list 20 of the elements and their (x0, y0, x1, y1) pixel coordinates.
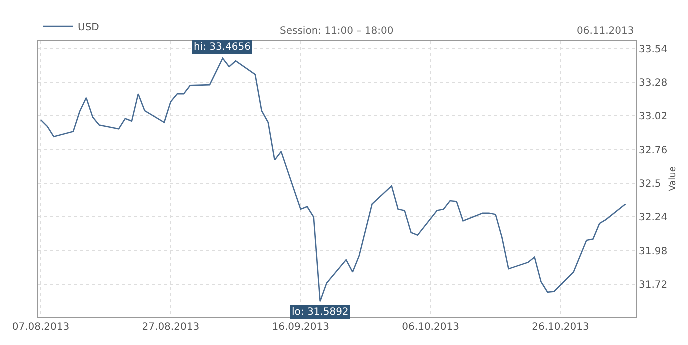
y-axis-title: Value (668, 166, 678, 192)
y-tick-label: 33.02 (639, 112, 668, 123)
y-tick-label: 32.76 (639, 145, 668, 156)
line-series (40, 58, 626, 302)
text: 06.11.2013 (577, 26, 634, 37)
x-tick-label: 27.08.2013 (142, 322, 200, 333)
y-tick-label: 32.5 (639, 179, 662, 190)
chart-subtitle: Session: 11:00 – 18:00 (280, 26, 394, 37)
x-tick-label: 06.10.2013 (402, 322, 460, 333)
legend-label: USD (78, 22, 100, 34)
annotation: lo: 31.5892 (292, 307, 349, 318)
y-tick-label: 32.24 (639, 212, 668, 224)
x-tick-label: 07.08.2013 (12, 322, 70, 333)
x-tick-label: 16.09.2013 (272, 322, 330, 333)
y-tick-label: 33.28 (639, 78, 668, 89)
annotation: hi: 33.4656 (194, 42, 252, 53)
y-tick-label: 33.54 (639, 44, 668, 56)
y-tick-label: 31.72 (639, 280, 668, 292)
y-tick-label: 31.98 (639, 246, 668, 258)
x-tick-label: 26.10.2013 (532, 322, 590, 333)
